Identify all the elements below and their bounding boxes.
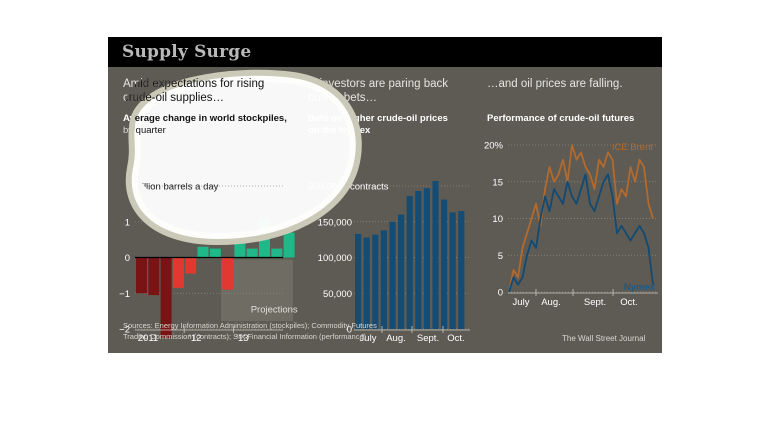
x-tick-label: Sept. — [417, 333, 439, 344]
bar — [372, 234, 379, 329]
bar — [406, 196, 413, 329]
header-bar: Supply Surge — [108, 37, 662, 67]
bar — [398, 214, 405, 329]
bar — [172, 257, 184, 288]
y-tick-label: 0 — [347, 325, 352, 336]
bar — [458, 211, 465, 329]
panel2-lead-line1: …investors are paring back — [308, 78, 448, 90]
source-line2: Trading Commission (contracts); SIX Fina… — [123, 332, 367, 341]
x-tick-label: Sept. — [584, 297, 606, 308]
y-tick-label: 10 — [492, 214, 503, 225]
bar — [222, 257, 234, 290]
projections-label: Projections — [251, 305, 298, 316]
brent-line — [508, 144, 654, 293]
bar — [246, 248, 258, 258]
x-tick-label: July — [360, 333, 377, 344]
panel1-subtitle-2-highlighted: by quarter — [123, 125, 166, 136]
y-tick-label: 20% — [484, 141, 504, 152]
panel1-title-highlighted: Average change in world stockpiles, — [123, 113, 287, 124]
bar — [423, 188, 430, 329]
panel3-subtitle: Performance of crude-oil futures — [487, 113, 634, 125]
x-tick-label: '13 — [236, 333, 248, 344]
bar — [415, 191, 422, 329]
y-tick-label: 15 — [492, 177, 503, 188]
y-tick-label: 50,000 — [323, 289, 352, 300]
y-tick-label: 0 — [125, 253, 130, 264]
bar — [432, 180, 439, 329]
y-tick-label: 5 — [498, 251, 503, 262]
panel1-subtitle-highlighted: Average change in world stockpiles, by q… — [123, 113, 287, 137]
source-note: Sources: Energy Information Administrati… — [123, 320, 377, 342]
panel3-lead-line1: …and oil prices are falling. — [487, 78, 623, 90]
nymex-line — [508, 173, 654, 293]
y-tick-label: −2 — [119, 325, 130, 336]
x-tick-label: Aug. — [541, 297, 561, 308]
bar — [160, 257, 172, 338]
bar — [136, 257, 147, 294]
source-line1: Sources: Energy Information Administrati… — [123, 321, 377, 330]
bar — [197, 246, 209, 258]
y-tick-label: 1 — [125, 217, 130, 228]
unit-label: 2 million barrels a day — [126, 182, 219, 193]
credit-label: The Wall Street Journal — [562, 334, 646, 343]
series-label-brent: ICE Brent — [612, 142, 654, 153]
x-tick-label: '12 — [189, 333, 201, 344]
bar — [283, 232, 295, 258]
highlight-overlay — [125, 69, 362, 246]
unit-label: contracts — [350, 182, 389, 193]
y-tick-label: 100,000 — [318, 253, 352, 264]
x-tick-label: July — [513, 297, 530, 308]
x-tick-label: Oct. — [620, 297, 637, 308]
panel1-lead-highlighted: Amid expectations for rising crude-oil s… — [123, 77, 264, 105]
x-tick-label: Oct. — [447, 333, 464, 344]
x-tick-label: 2011 — [138, 333, 158, 344]
panel3-title: Performance of crude-oil futures — [487, 113, 635, 124]
futures-chart: 20% 15 10 5 0 ICE Brent Nymex July Aug. Sept. Oct. — [484, 141, 658, 308]
panel3-lead: …and oil prices are falling. — [487, 77, 623, 91]
bar — [449, 212, 456, 329]
series-label-nymex: Nymex — [624, 282, 656, 293]
bar — [355, 233, 362, 329]
y-tick-label: 150,000 — [318, 217, 352, 228]
y-tick-label: −1 — [119, 289, 130, 300]
panel2-title: Bets on higher crude-oil prices — [308, 113, 448, 124]
graphic-title: Supply Surge — [122, 42, 252, 62]
bar — [209, 248, 221, 258]
panel1-lead-line1-highlighted: Amid expectations for rising — [123, 78, 265, 90]
bar — [441, 199, 448, 329]
x-tick-label: Aug. — [386, 333, 406, 344]
bar — [363, 237, 370, 329]
y-tick-label: 0 — [498, 288, 503, 299]
bar — [234, 236, 246, 258]
bar — [380, 230, 387, 329]
bar — [389, 221, 396, 329]
bar — [148, 257, 160, 296]
highlight-fill — [131, 75, 356, 240]
bar — [185, 257, 197, 274]
bar — [271, 248, 283, 258]
panel1-lead-line2-highlighted: crude-oil supplies… — [123, 92, 224, 104]
contracts-chart: 200,000150,000100,00050,0000contractsJul… — [308, 180, 470, 344]
